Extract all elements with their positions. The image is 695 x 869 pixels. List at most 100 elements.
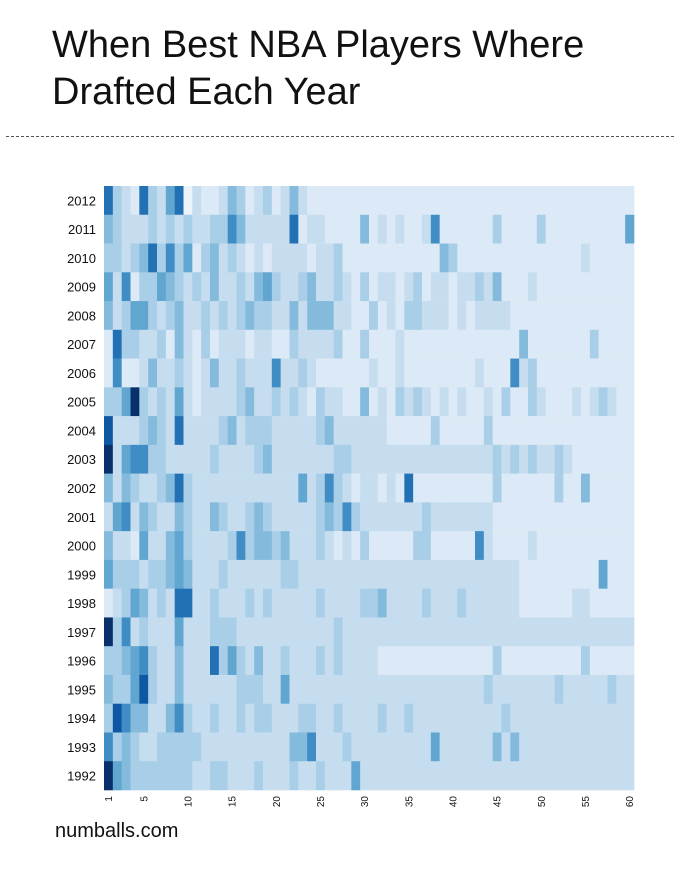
heatmap-cell: [369, 444, 379, 474]
heatmap-cell: [324, 502, 334, 532]
heatmap-cell: [324, 243, 334, 273]
heatmap-cell: [369, 358, 379, 388]
heatmap-cell: [369, 329, 379, 359]
heatmap-cell: [165, 703, 175, 733]
heatmap-cell: [395, 473, 405, 503]
heatmap-cell: [324, 444, 334, 474]
heatmap-cell: [254, 559, 264, 589]
heatmap-cell: [139, 703, 149, 733]
heatmap-cell: [263, 186, 273, 216]
heatmap-cell: [616, 559, 626, 589]
heatmap-cell: [148, 761, 158, 791]
heatmap-cell: [395, 301, 405, 331]
heatmap-cell: [201, 703, 211, 733]
heatmap-cell: [536, 617, 546, 647]
heatmap-cell: [201, 617, 211, 647]
heatmap-cell: [324, 473, 334, 503]
heatmap-cell: [492, 732, 502, 762]
heatmap-cell: [395, 732, 405, 762]
heatmap-cell: [589, 761, 599, 791]
heatmap-cell: [422, 559, 432, 589]
heatmap-cell: [589, 329, 599, 359]
heatmap-cell: [342, 358, 352, 388]
heatmap-cell: [492, 502, 502, 532]
heatmap-cell: [280, 703, 290, 733]
heatmap-cell: [457, 444, 467, 474]
heatmap-cell: [104, 272, 114, 302]
heatmap-cell: [324, 732, 334, 762]
heatmap-cell: [572, 617, 582, 647]
y-tick-label: 2010: [67, 251, 96, 266]
heatmap-cell: [457, 559, 467, 589]
heatmap-cell: [510, 559, 520, 589]
heatmap-cell: [510, 502, 520, 532]
heatmap-cell: [236, 732, 246, 762]
heatmap-cell: [289, 761, 299, 791]
heatmap-cell: [157, 761, 167, 791]
heatmap-cell: [554, 214, 564, 244]
heatmap-cell: [183, 646, 193, 676]
heatmap-cell: [616, 617, 626, 647]
y-tick-label: 1994: [67, 711, 96, 726]
heatmap-cell: [519, 617, 529, 647]
heatmap-cell: [448, 301, 458, 331]
heatmap-cell: [360, 186, 370, 216]
heatmap-cell: [448, 444, 458, 474]
heatmap-cell: [501, 502, 511, 532]
heatmap-cell: [165, 761, 175, 791]
heatmap-cell: [316, 674, 326, 705]
heatmap-cell: [263, 387, 273, 417]
heatmap-cell: [157, 559, 167, 589]
heatmap-cell: [519, 732, 529, 762]
heatmap-cell: [625, 761, 635, 791]
heatmap-cell: [139, 243, 149, 273]
heatmap-cell: [519, 272, 529, 302]
heatmap-cell: [183, 703, 193, 733]
heatmap-cell: [528, 444, 538, 474]
heatmap-cell: [263, 358, 273, 388]
heatmap-cell: [501, 703, 511, 733]
heatmap-cell: [625, 358, 635, 388]
heatmap-cell: [377, 243, 387, 273]
heatmap-cell: [528, 473, 538, 503]
heatmap-cell: [263, 674, 273, 705]
heatmap-cell: [351, 703, 361, 733]
heatmap-cell: [289, 272, 299, 302]
heatmap-cell: [210, 559, 220, 589]
heatmap-cell: [483, 674, 493, 705]
heatmap-cell: [192, 674, 202, 705]
heatmap-cell: [377, 531, 387, 561]
heatmap-cell: [554, 531, 564, 561]
heatmap-cell: [581, 387, 591, 417]
heatmap-cell: [298, 473, 308, 503]
heatmap-cell: [413, 301, 423, 331]
heatmap-cell: [104, 559, 114, 589]
heatmap-cell: [519, 646, 529, 676]
heatmap-cell: [298, 387, 308, 417]
heatmap-cell: [430, 703, 440, 733]
heatmap-cell: [210, 301, 220, 331]
heatmap-cell: [430, 674, 440, 705]
heatmap-cell: [121, 358, 131, 388]
heatmap-cell: [210, 358, 220, 388]
heatmap-cell: [210, 473, 220, 503]
heatmap-cell: [174, 559, 184, 589]
heatmap-cell: [121, 214, 131, 244]
heatmap-cell: [395, 272, 405, 302]
heatmap-cell: [616, 531, 626, 561]
heatmap-cell: [236, 358, 246, 388]
heatmap-cell: [466, 531, 476, 561]
heatmap-cell: [298, 416, 308, 446]
heatmap-cell: [333, 761, 343, 791]
heatmap-cell: [316, 531, 326, 561]
heatmap-cell: [519, 559, 529, 589]
heatmap-cell: [545, 674, 555, 705]
heatmap-cell: [360, 387, 370, 417]
heatmap-cell: [165, 559, 175, 589]
heatmap-cell: [422, 387, 432, 417]
heatmap-cell: [280, 588, 290, 618]
heatmap-cell: [280, 358, 290, 388]
heatmap-cell: [536, 732, 546, 762]
heatmap-cell: [448, 329, 458, 359]
heatmap-cell: [519, 473, 529, 503]
